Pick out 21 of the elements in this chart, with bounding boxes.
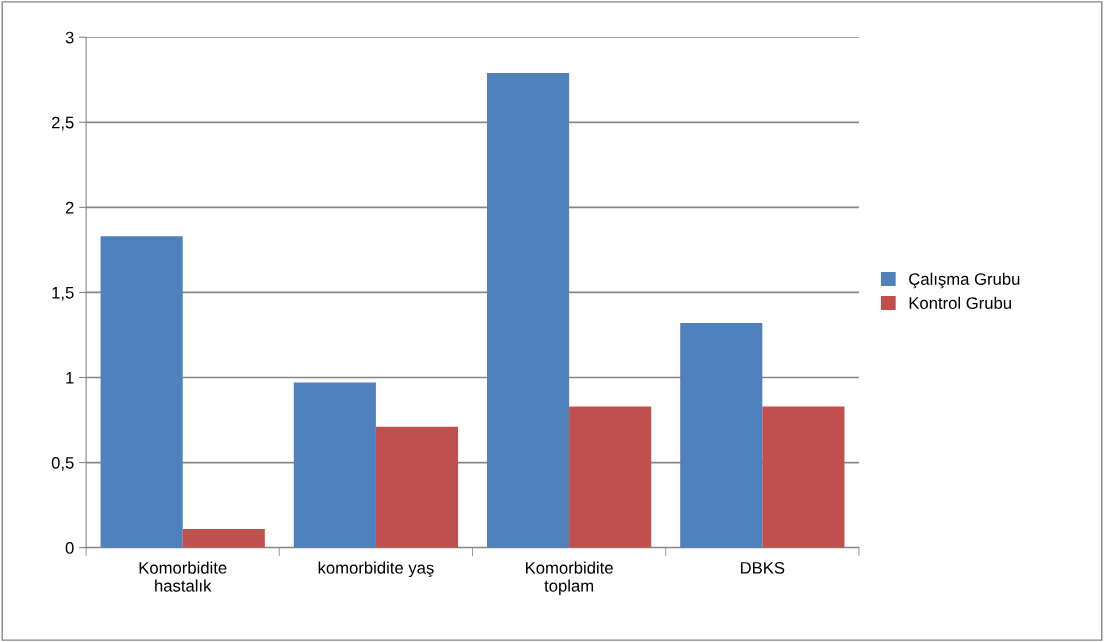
bar [680, 323, 763, 548]
y-tick-label: 1 [66, 372, 74, 384]
bar [487, 72, 570, 548]
x-tick-label: Komorbidite toplam [526, 561, 613, 595]
bar [762, 406, 845, 548]
bar [293, 382, 376, 548]
y-tick-label: 2 [65, 201, 74, 214]
y-tick-label: 2,5 [51, 116, 74, 131]
bar [569, 406, 652, 548]
y-tick-label: 3 [65, 31, 74, 44]
bar [182, 528, 265, 548]
y-tick-label: 0,5 [51, 456, 74, 471]
legend-label: Çalışma Grubu [909, 272, 1020, 289]
bar [375, 426, 459, 548]
x-tick-label: komorbidite yaş [318, 561, 434, 578]
legend-label: Kontrol Grubu [909, 296, 1011, 309]
y-tick-label: 1,5 [52, 287, 74, 301]
bar [100, 236, 183, 548]
x-tick-label: Komorbidite hastalık [139, 561, 227, 592]
y-tick-label: 0 [65, 542, 74, 554]
x-tick-label: DBKS [740, 561, 785, 574]
